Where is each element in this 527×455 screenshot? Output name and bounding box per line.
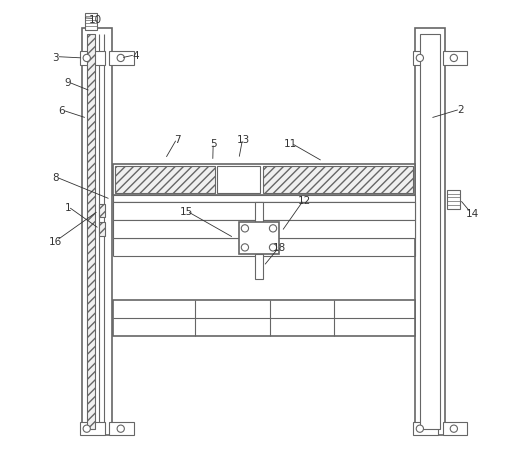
Circle shape — [450, 425, 457, 432]
Text: 5: 5 — [210, 139, 217, 149]
Bar — [113, 196, 415, 202]
Bar — [113, 164, 415, 196]
Text: 15: 15 — [180, 207, 193, 217]
Bar — [217, 167, 260, 193]
Text: 18: 18 — [273, 243, 286, 253]
Bar — [110, 52, 134, 66]
Bar — [113, 300, 415, 336]
Text: 2: 2 — [457, 105, 464, 115]
Text: 10: 10 — [89, 15, 102, 25]
Bar — [443, 422, 467, 435]
Circle shape — [450, 55, 457, 62]
Circle shape — [269, 244, 277, 252]
Circle shape — [416, 425, 424, 432]
Bar — [82, 29, 112, 435]
Bar — [443, 52, 467, 66]
Text: 16: 16 — [50, 236, 63, 246]
Bar — [239, 222, 279, 254]
Text: 14: 14 — [465, 209, 479, 219]
Text: 13: 13 — [237, 134, 250, 144]
Circle shape — [269, 225, 277, 233]
Bar — [256, 202, 262, 222]
Circle shape — [117, 55, 124, 62]
Circle shape — [416, 55, 424, 62]
Text: 11: 11 — [284, 139, 297, 149]
Text: 4: 4 — [132, 51, 139, 61]
Bar — [413, 422, 438, 435]
Text: 8: 8 — [53, 173, 59, 183]
Bar — [415, 29, 445, 435]
Text: 9: 9 — [64, 78, 71, 88]
Circle shape — [241, 225, 249, 233]
Circle shape — [241, 244, 249, 252]
Text: 1: 1 — [64, 202, 71, 212]
Bar — [99, 222, 105, 236]
Bar — [110, 422, 134, 435]
Text: 12: 12 — [298, 195, 311, 205]
Circle shape — [83, 55, 90, 62]
Bar — [420, 35, 440, 429]
Bar — [87, 35, 95, 429]
Bar — [256, 254, 262, 279]
Bar — [80, 422, 105, 435]
Text: 3: 3 — [53, 52, 59, 62]
Bar — [113, 202, 415, 220]
Text: 7: 7 — [174, 134, 181, 144]
Circle shape — [117, 425, 124, 432]
Bar — [413, 52, 438, 66]
Bar — [447, 190, 460, 209]
Bar — [115, 167, 215, 193]
Bar — [113, 220, 415, 238]
Bar — [85, 14, 97, 31]
Bar — [262, 167, 413, 193]
Bar — [99, 204, 105, 218]
Text: 6: 6 — [58, 106, 65, 116]
Circle shape — [83, 425, 90, 432]
Bar — [80, 52, 105, 66]
